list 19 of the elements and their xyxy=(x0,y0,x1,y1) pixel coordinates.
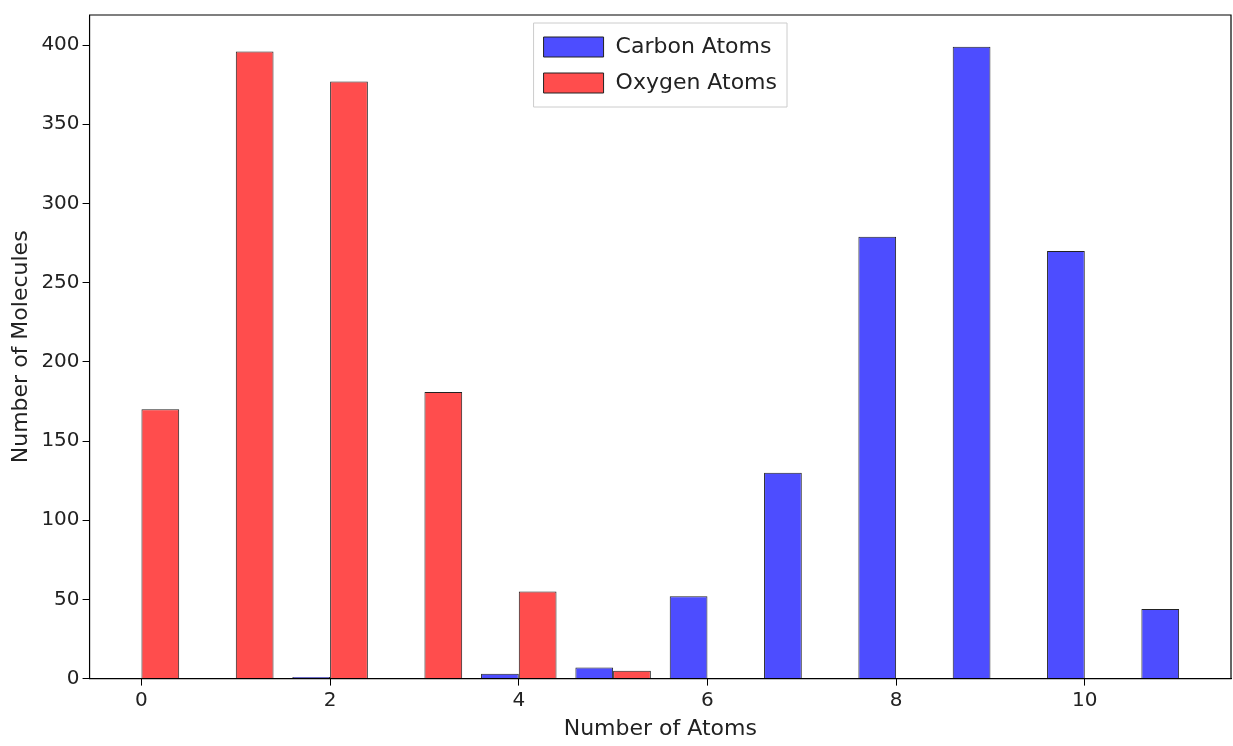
y-tick-label: 400 xyxy=(41,31,80,56)
x-tick-label: 6 xyxy=(701,686,714,711)
y-tick-label: 150 xyxy=(41,427,80,452)
y-tick-label: 250 xyxy=(41,268,80,293)
legend-label: Oxygen Atoms xyxy=(615,68,778,94)
y-tick-label: 50 xyxy=(54,585,80,610)
y-tick-label: 350 xyxy=(41,110,80,135)
y-tick-label: 300 xyxy=(41,189,80,214)
y-tick-label: 100 xyxy=(41,506,80,531)
x-tick-label: 8 xyxy=(889,686,903,711)
y-axis-title: Number of Molecules xyxy=(6,230,32,464)
legend-label: Carbon Atoms xyxy=(615,32,772,58)
x-tick-label: 4 xyxy=(512,686,526,711)
y-tick-label: 200 xyxy=(41,348,80,373)
x-axis-title: Number of Atoms xyxy=(563,714,757,740)
x-tick-label: 10 xyxy=(1072,686,1098,711)
y-tick-label: 0 xyxy=(66,664,80,689)
x-tick-label: 2 xyxy=(323,686,337,711)
x-tick-label: 0 xyxy=(135,686,148,711)
